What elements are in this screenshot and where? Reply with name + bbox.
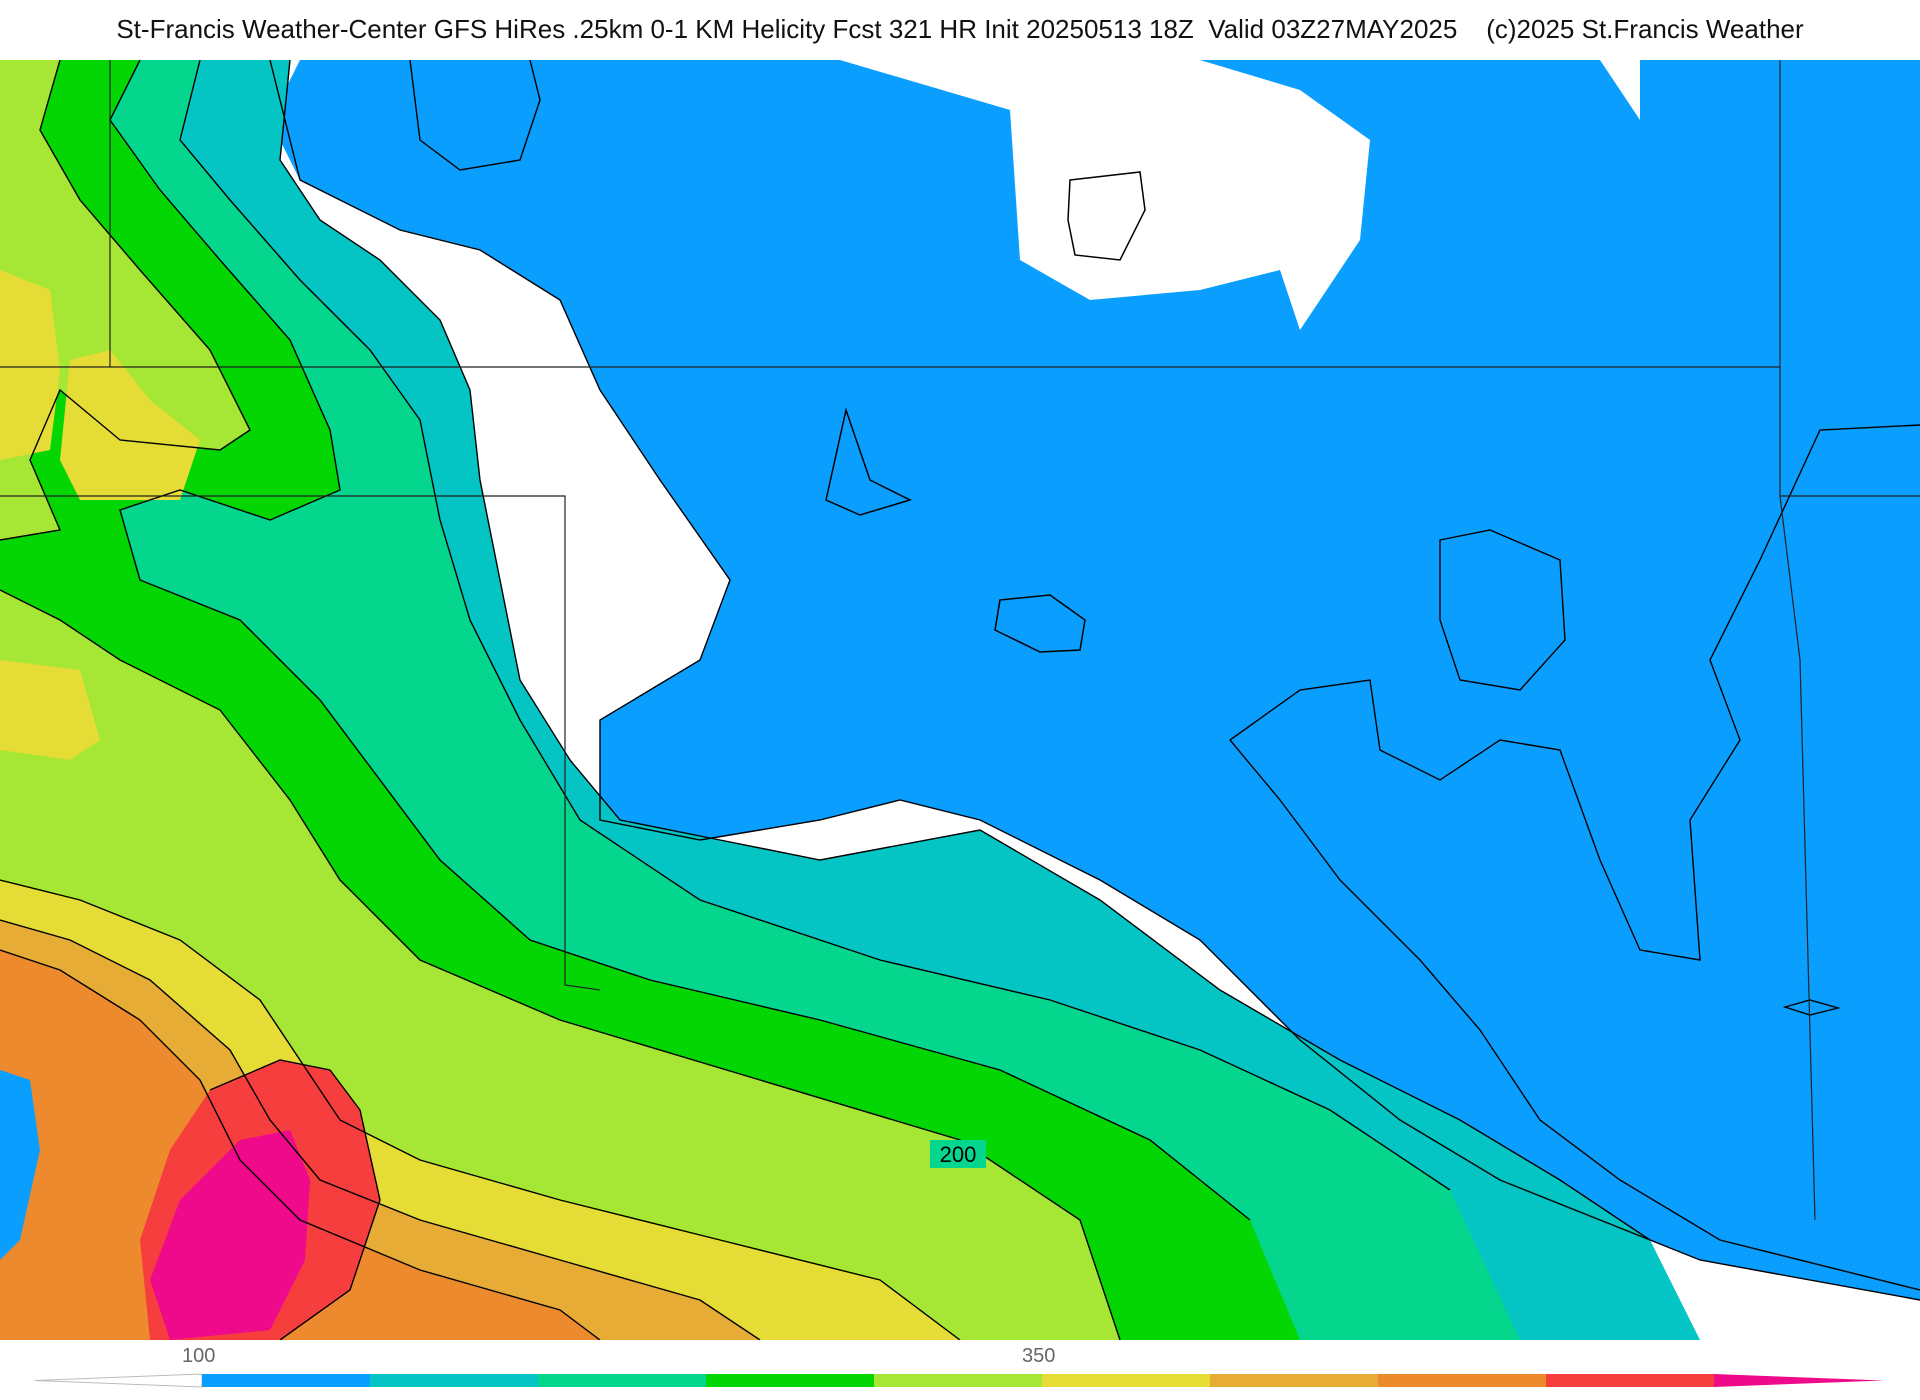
color-legend (34, 1373, 1884, 1388)
legend-swatch (1210, 1374, 1378, 1387)
blob-2 (994, 594, 1086, 653)
legend-swatch (1042, 1374, 1210, 1387)
map-title: St-Francis Weather-Center GFS HiRes .25k… (116, 14, 1804, 44)
legend-swatch (202, 1374, 370, 1387)
band-magenta (150, 1130, 310, 1340)
legend-swatch (1546, 1374, 1714, 1387)
band-blue (0, 60, 1920, 1300)
band-white-north (620, 60, 1920, 330)
contour-label-200: 200 (940, 1142, 977, 1167)
helicity-map: 200 (0, 60, 1920, 1340)
legend-tick-100: 100 (182, 1345, 216, 1367)
legend-swatch (1378, 1374, 1546, 1387)
legend-arrow-high (1714, 1374, 1884, 1387)
legend-swatch (538, 1374, 706, 1387)
legend-tick-350: 350 (1022, 1345, 1056, 1367)
band-yellow-north (0, 270, 200, 760)
legend-swatch (370, 1374, 538, 1387)
state-borders (0, 60, 1920, 1221)
legend-swatch (874, 1374, 1042, 1387)
blob-3 (1067, 171, 1146, 261)
blob-1 (825, 407, 913, 516)
legend-swatch (706, 1374, 874, 1387)
band-lime (0, 60, 1120, 1340)
legend-arrow-low (34, 1373, 203, 1388)
band-white-sw (0, 1070, 40, 1260)
contour-lines (0, 60, 1920, 1340)
